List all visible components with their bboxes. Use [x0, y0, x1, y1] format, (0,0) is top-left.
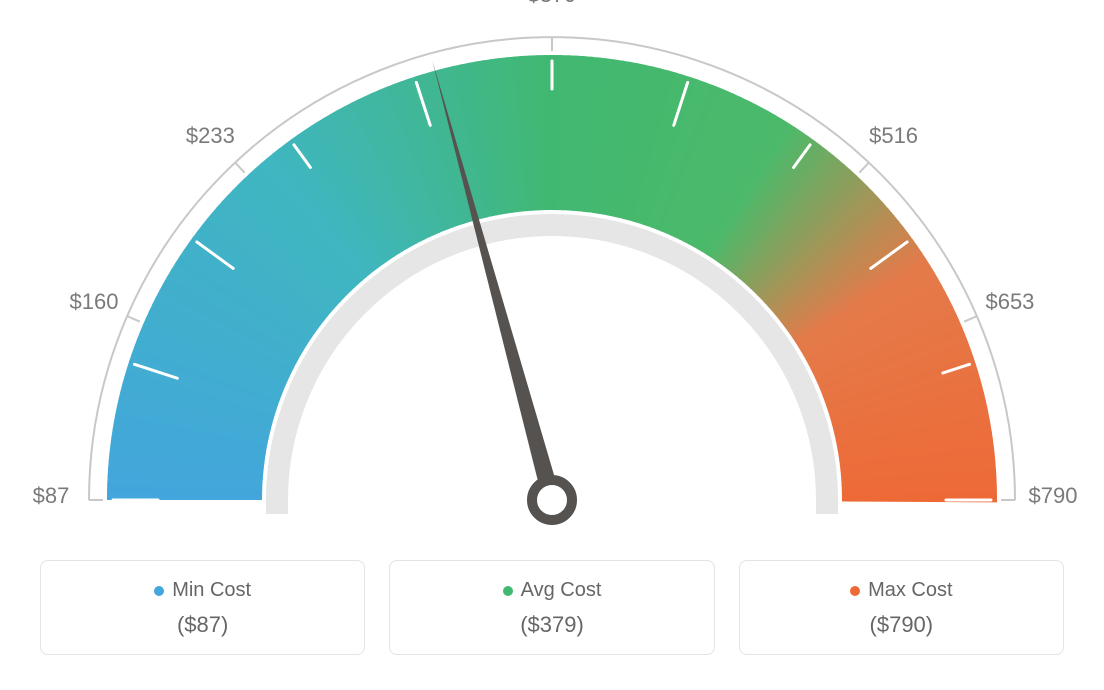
legend-label-min: Min Cost [172, 579, 251, 602]
legend-dot-max [850, 586, 860, 596]
gauge-tick-label: $653 [985, 289, 1034, 315]
legend-value-avg: ($379) [400, 612, 703, 638]
legend-title-avg: Avg Cost [503, 579, 602, 602]
legend-value-min: ($87) [51, 612, 354, 638]
legend-card-max: Max Cost ($790) [739, 560, 1064, 655]
legend-label-max: Max Cost [868, 579, 952, 602]
gauge-tick-label: $379 [528, 0, 577, 8]
legend-dot-avg [503, 586, 513, 596]
legend-card-min: Min Cost ($87) [40, 560, 365, 655]
legend-label-avg: Avg Cost [521, 579, 602, 602]
legend-title-max: Max Cost [850, 579, 952, 602]
gauge-tick-label: $233 [186, 123, 235, 149]
gauge-tick-label: $160 [70, 289, 119, 315]
legend-card-avg: Avg Cost ($379) [389, 560, 714, 655]
gauge-tick-label: $516 [869, 123, 918, 149]
legend-value-max: ($790) [750, 612, 1053, 638]
cost-gauge: $87 $160 $233 $379 $516 $653 $790 [0, 0, 1104, 560]
legend-title-min: Min Cost [154, 579, 251, 602]
legend-row: Min Cost ($87) Avg Cost ($379) Max Cost … [0, 560, 1104, 683]
legend-dot-min [154, 586, 164, 596]
gauge-tick-label: $87 [33, 483, 70, 509]
gauge-svg [0, 0, 1104, 560]
gauge-tick-label: $790 [1029, 483, 1078, 509]
